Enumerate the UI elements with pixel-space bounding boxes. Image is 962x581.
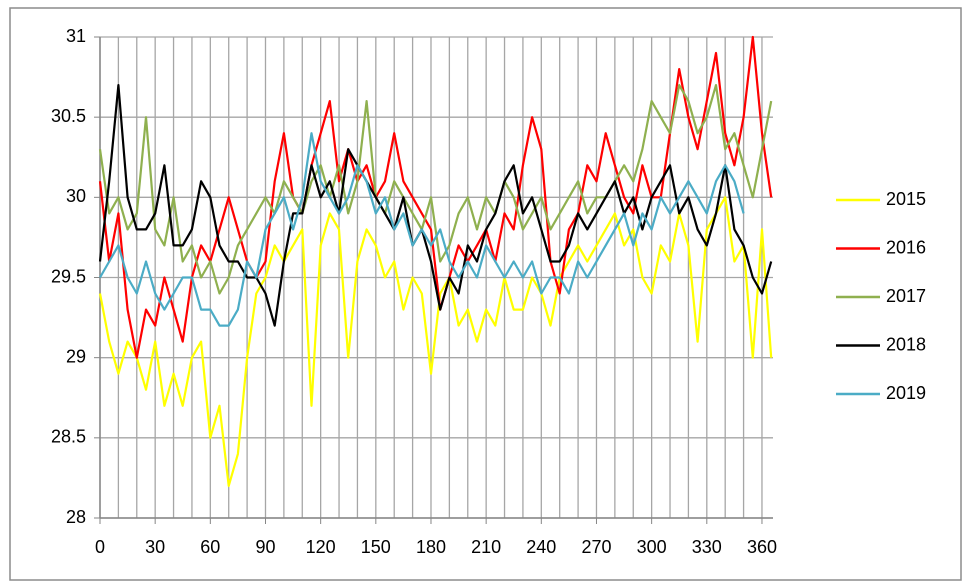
series-line <box>98 84 773 295</box>
y-tick-label: 30 <box>66 186 86 206</box>
series-line <box>98 196 773 487</box>
y-tick-label: 29 <box>66 346 86 366</box>
series-line <box>98 84 773 327</box>
legend-label: 2018 <box>886 334 926 354</box>
x-tick-label: 330 <box>692 537 722 557</box>
x-tick-label: 270 <box>581 537 611 557</box>
x-tick-label: 180 <box>416 537 446 557</box>
x-tick-label: 60 <box>200 537 220 557</box>
series-line <box>99 132 745 327</box>
y-tick-label: 31 <box>66 26 86 46</box>
y-tick-label: 28 <box>66 507 86 527</box>
x-tick-label: 150 <box>361 537 391 557</box>
legend-label: 2017 <box>886 286 926 306</box>
y-tick-label: 28.5 <box>51 427 86 447</box>
legend-label: 2019 <box>886 383 926 403</box>
x-tick-label: 240 <box>526 537 556 557</box>
x-tick-label: 120 <box>306 537 336 557</box>
x-tick-label: 300 <box>637 537 667 557</box>
y-tick-label: 29.5 <box>51 266 86 286</box>
legend-label: 2015 <box>886 189 926 209</box>
series-line <box>98 35 773 359</box>
y-tick-label: 30.5 <box>51 106 86 126</box>
x-tick-label: 90 <box>255 537 275 557</box>
legend-label: 2016 <box>886 237 926 257</box>
x-tick-label: 360 <box>747 537 777 557</box>
x-tick-label: 0 <box>95 537 105 557</box>
x-tick-label: 30 <box>145 537 165 557</box>
x-tick-label: 210 <box>471 537 501 557</box>
